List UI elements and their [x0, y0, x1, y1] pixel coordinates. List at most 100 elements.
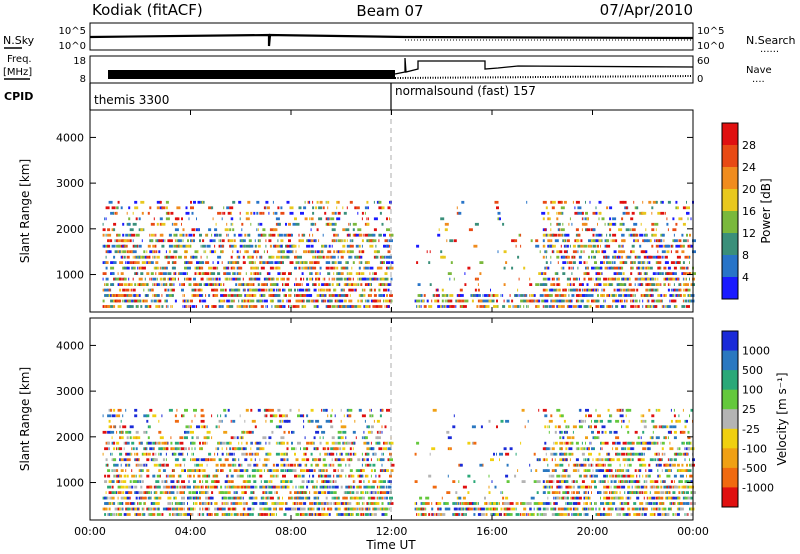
echo-cell: [586, 228, 591, 232]
echo-cell: [282, 277, 285, 281]
echo-cell: [297, 507, 301, 511]
echo-cell: [181, 288, 184, 292]
echo-cell: [309, 233, 311, 237]
echo-cell: [253, 283, 255, 286]
echo-cell: [141, 255, 145, 259]
echo-cell: [642, 305, 644, 308]
echo-cell: [348, 507, 350, 511]
echo-cell: [174, 419, 179, 423]
echo-cell: [672, 425, 677, 429]
echo-cell: [200, 266, 202, 270]
echo-cell: [263, 458, 268, 462]
echo-cell: [583, 463, 587, 467]
echo-cell: [444, 228, 448, 232]
echo-cell: [257, 233, 262, 237]
echo-cell: [419, 305, 421, 308]
echo-cell: [686, 463, 688, 467]
echo-cell: [609, 485, 611, 489]
echo-cell: [184, 491, 185, 494]
echo-cell: [575, 502, 577, 505]
echo-cell: [129, 239, 132, 243]
echo-cell: [601, 250, 605, 254]
echo-cell: [560, 266, 562, 270]
echo-cell: [652, 294, 654, 297]
echo-cell: [271, 305, 273, 308]
echo-cell: [306, 480, 308, 483]
echo-cell: [462, 496, 466, 500]
echo-cell: [303, 419, 305, 423]
cpid-segment-1: themis 3300: [94, 93, 169, 107]
echo-cell: [349, 452, 352, 456]
echo-cell: [386, 294, 388, 297]
echo-cell: [244, 299, 246, 303]
echo-cell: [119, 452, 123, 456]
echo-cell: [315, 250, 317, 254]
echo-cell: [176, 233, 178, 237]
echo-cell: [319, 200, 323, 204]
echo-cell: [566, 250, 568, 254]
echo-cell: [235, 502, 239, 505]
echo-cell: [123, 447, 125, 451]
echo-cell: [283, 255, 288, 259]
echo-cell: [361, 244, 363, 248]
echo-cell: [128, 299, 132, 303]
echo-cell: [378, 277, 380, 281]
echo-cell: [120, 277, 122, 281]
echo-cell: [324, 507, 326, 511]
echo-cell: [530, 299, 535, 303]
echo-cell: [366, 447, 370, 451]
nsky-trace: [89, 33, 694, 47]
echo-cell: [277, 474, 279, 478]
echo-cell: [221, 250, 224, 254]
echo-cell: [286, 441, 289, 445]
echo-cell: [208, 294, 211, 297]
echo-cell: [452, 480, 456, 483]
echo-cell: [120, 255, 123, 259]
echo-cell: [352, 496, 355, 500]
echo-cell: [238, 233, 242, 237]
echo-cell: [187, 299, 189, 303]
echo-cell: [322, 507, 325, 511]
echo-cell: [615, 222, 617, 226]
echo-cell: [455, 507, 457, 511]
echo-cell: [254, 277, 256, 281]
echo-cell: [144, 463, 146, 467]
echo-cell: [280, 502, 285, 505]
echo-cell: [269, 414, 273, 418]
echo-cell: [265, 491, 268, 494]
echo-cell: [102, 299, 105, 303]
echo-cell: [227, 507, 231, 511]
echo-cell: [140, 305, 143, 308]
echo-cell: [499, 458, 500, 462]
echo-cell: [361, 452, 363, 456]
echo-cell: [266, 272, 269, 275]
echo-cell: [556, 255, 560, 259]
echo-cell: [131, 266, 134, 270]
echo-cell: [615, 447, 619, 451]
echo-cell: [268, 211, 270, 215]
echo-cell: [116, 430, 118, 434]
echo-cell: [669, 463, 672, 467]
echo-cell: [203, 507, 205, 511]
echo-cell: [298, 206, 302, 210]
echo-cell: [174, 496, 177, 500]
echo-cell: [366, 305, 370, 308]
echo-cell: [621, 244, 624, 248]
echo-cell: [331, 458, 333, 462]
echo-cell: [275, 277, 279, 281]
echo-cell: [542, 217, 545, 221]
echo-cell: [110, 513, 113, 516]
echo-cell: [196, 496, 197, 500]
echo-cell: [416, 507, 419, 511]
echo-cell: [159, 233, 163, 237]
echo-cell: [191, 491, 194, 494]
echo-cell: [378, 496, 382, 500]
echo-cell: [206, 491, 209, 494]
echo-cell: [230, 288, 234, 292]
echo-cell: [337, 430, 342, 434]
echo-cell: [245, 469, 248, 472]
echo-cell: [459, 294, 464, 297]
echo-cell: [523, 305, 525, 308]
echo-cell: [652, 200, 657, 204]
echo-cell: [155, 233, 157, 237]
